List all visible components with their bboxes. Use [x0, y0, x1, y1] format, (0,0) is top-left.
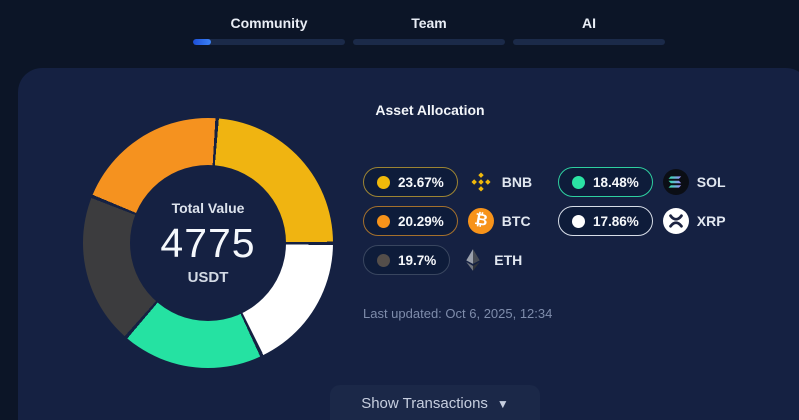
asset-allocation-donut-chart[interactable]: Total Value 4775 USDT: [83, 118, 333, 368]
legend-item-sol: 18.48% SOL: [558, 167, 726, 197]
btc-color-dot: [377, 214, 390, 228]
tab-team-progressbar: [353, 39, 505, 45]
tab-team[interactable]: Team: [353, 13, 505, 45]
sol-icon: [662, 169, 689, 195]
tab-ai-label: AI: [582, 15, 596, 31]
xrp-color-dot: [572, 214, 585, 228]
eth-percent: 19.7%: [398, 252, 437, 268]
asset-allocation-card: Asset Allocation Total Value 4775 USDT 2…: [18, 68, 799, 420]
eth-label: ETH: [494, 252, 523, 268]
sol-color-dot: [572, 175, 585, 189]
legend-item-eth: 19.7% ETH: [363, 245, 558, 275]
show-transactions-button[interactable]: Show Transactions ▼: [330, 385, 540, 420]
eth-icon: [460, 247, 486, 273]
tab-team-label: Team: [411, 15, 447, 31]
xrp-percent-pill[interactable]: 17.86%: [558, 206, 653, 236]
bnb-color-dot: [377, 175, 390, 189]
sol-percent-pill[interactable]: 18.48%: [558, 167, 653, 197]
bnb-label: BNB: [501, 174, 533, 190]
bnb-icon: [468, 169, 494, 195]
legend-item-btc: 20.29% ₿ BTC: [363, 205, 558, 237]
total-value-label: Total Value: [171, 200, 245, 216]
tab-community-progress-fill: [193, 39, 212, 45]
xrp-percent: 17.86%: [593, 213, 639, 229]
chevron-down-icon: ▼: [496, 397, 509, 411]
xrp-label: XRP: [696, 213, 726, 229]
total-value-unit: USDT: [187, 269, 229, 286]
tab-community-label: Community: [230, 15, 308, 31]
tab-ai-progressbar: [513, 39, 665, 45]
btc-percent-pill[interactable]: 20.29%: [363, 206, 458, 236]
bnb-percent: 23.67%: [398, 174, 444, 190]
legend: 23.67% BNB: [363, 167, 726, 275]
legend-item-bnb: 23.67% BNB: [363, 167, 558, 197]
tab-community-progressbar: [193, 39, 345, 45]
btc-icon: ₿: [465, 205, 496, 237]
sol-label: SOL: [696, 174, 726, 190]
xrp-icon: [662, 208, 689, 234]
tab-ai[interactable]: AI: [513, 13, 665, 45]
eth-color-dot: [377, 253, 390, 267]
total-value-amount: 4775: [160, 220, 256, 266]
panel-title: Asset Allocation: [375, 102, 485, 118]
show-transactions-label: Show Transactions: [361, 395, 488, 412]
last-updated-text: Last updated: Oct 6, 2025, 12:34: [363, 306, 553, 321]
sol-percent: 18.48%: [593, 174, 639, 190]
eth-percent-pill[interactable]: 19.7%: [363, 245, 451, 275]
top-nav: Community Team AI: [193, 13, 665, 45]
btc-percent: 20.29%: [398, 213, 444, 229]
btc-label: BTC: [501, 213, 531, 229]
legend-item-xrp: 17.86% XRP: [558, 206, 726, 236]
bnb-percent-pill[interactable]: 23.67%: [363, 167, 458, 197]
tab-community[interactable]: Community: [193, 13, 345, 45]
donut-center: Total Value 4775 USDT: [130, 165, 286, 321]
